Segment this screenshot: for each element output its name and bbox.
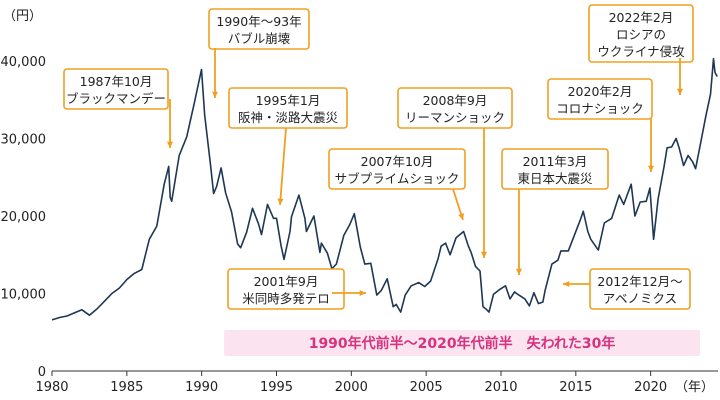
annotation-box [588,4,694,63]
arrow-head-icon [676,88,684,95]
annotation-date: 2007年10月 [361,154,434,169]
arrow-head-icon [480,251,488,258]
arrow-head-icon [277,198,284,205]
annotation-date: 2012年12月～ [597,274,682,289]
annotation-box [63,68,169,110]
y-tick-label: 10,000 [1,288,47,303]
x-tick-label: 2000 [335,380,368,395]
annotation-event: 米同時多発テロ [242,291,330,306]
annotation-date: 1987年10月 [80,74,153,89]
x-tick-label: 1995 [260,380,293,395]
y-tick-label: 30,000 [1,133,47,148]
x-tick-label: 2015 [559,380,592,395]
annotation-date: 2011年3月 [523,154,588,169]
annotation-box [589,268,691,310]
arrow-head-icon [166,141,174,148]
annotation-box [328,148,466,190]
annotation-date: 2020年2月 [568,84,633,99]
annotation-event: バブル崩壊 [228,31,291,46]
x-tick-label: 1980 [35,380,68,395]
x-tick-label: 1990 [185,380,218,395]
y-tick-label: 40,000 [1,55,47,70]
x-tick-label: 2020 [634,380,667,395]
annotation-box [397,87,513,129]
arrow-head-icon [211,91,219,98]
annotation-date: 1990年～93年 [216,14,301,29]
y-tick-label: 20,000 [1,210,47,225]
annotation-event: ロシアの [616,27,666,42]
arrow-head-icon [458,213,464,220]
arrow-head-icon [359,289,366,297]
y-axis-unit: （円） [3,9,42,24]
annotation-event: コロナショック [556,101,644,116]
lost-decades-band [224,330,701,356]
annotation-box [501,148,609,190]
annotation-date: 2001年9月 [254,274,319,289]
x-tick-label: 2010 [484,380,517,395]
y-tick-label: 0 [38,365,46,380]
annotation-event: 東日本大震災 [517,171,593,186]
annotation-box [208,8,310,50]
annotation-event: ブラックマンデー [66,91,166,106]
annotation-box [547,78,653,120]
annotation-arrow [279,127,287,206]
annotation-event: ウクライナ侵攻 [597,44,685,59]
annotation-event: アベノミクス [603,291,677,306]
lost-decades-label: 1990年代前半～2020年代前半 失われた30年 [309,335,616,352]
annotation-event: サブプライムショック [335,171,460,186]
x-tick-label: 2005 [410,380,443,395]
annotation-event: 阪神・淡路大震災 [238,110,339,125]
event-annotation: 2012年12月～ アベノミクス [563,268,691,310]
annotation-date: 1995年1月 [256,93,321,108]
annotation-date: 2008年9月 [423,93,488,108]
arrow-head-icon [647,165,655,172]
annotation-date: 2022年2月 [609,10,674,25]
arrow-head-icon [563,280,570,288]
annotation-box [228,87,348,129]
x-axis-unit: （年） [675,380,714,395]
nikkei-price-line [51,57,718,321]
x-tick-label: 1985 [110,380,143,395]
annotation-box [227,268,345,310]
arrow-head-icon [515,268,523,275]
annotation-event: リーマンショック [405,110,505,125]
